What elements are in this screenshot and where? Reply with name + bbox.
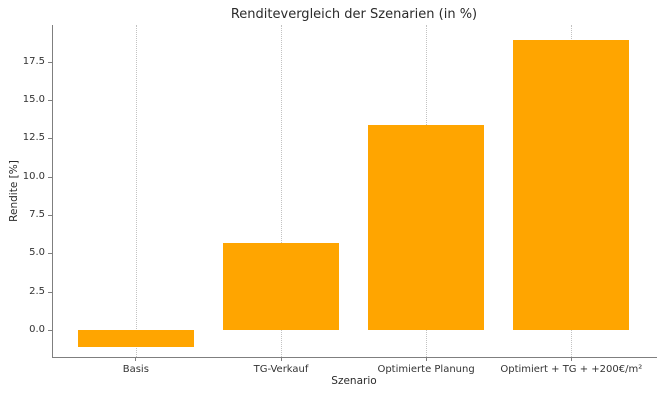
- x-gridline: [135, 25, 137, 357]
- y-tick-label: 17.5: [22, 55, 45, 67]
- y-tick-label: 0.0: [29, 324, 45, 335]
- bar: [513, 40, 630, 330]
- bar: [77, 330, 194, 347]
- y-tick-mark: [48, 138, 52, 140]
- x-tick-mark: [425, 357, 427, 361]
- y-tick-label: 15.0: [22, 94, 45, 106]
- y-tick-label: 12.5: [22, 132, 45, 144]
- x-tick-label: Optimiert + TG + +200€/m²: [500, 364, 643, 375]
- y-tick-mark: [48, 215, 52, 217]
- y-tick-mark: [48, 176, 52, 178]
- y-tick-mark: [48, 100, 52, 102]
- x-gridline: [281, 25, 282, 357]
- x-axis-label: Szenario: [331, 375, 377, 387]
- x-tick-label: Optimierte Planung: [377, 364, 475, 375]
- y-tick-mark: [48, 253, 52, 255]
- y-tick-label: 2.5: [29, 285, 45, 297]
- y-tick-mark: [48, 61, 52, 63]
- x-tick-label: TG-Verkauf: [253, 364, 309, 375]
- x-tick-mark: [570, 357, 572, 361]
- y-tick-label: 5.0: [29, 247, 45, 259]
- y-axis-label: Rendite [%]: [8, 160, 20, 222]
- y-tick-mark: [48, 291, 52, 293]
- y-tick-label: 10.0: [22, 170, 45, 182]
- chart-title: Renditevergleich der Szenarien (in %): [230, 7, 478, 22]
- x-tick-label: Basis: [122, 364, 149, 375]
- y-tick-label: 7.5: [29, 209, 45, 221]
- x-tick-mark: [280, 357, 282, 361]
- bar: [222, 242, 340, 331]
- y-tick-mark: [48, 330, 52, 331]
- plot-area: 0.0 2.5 5.0 7.5 10.0 12.5 15.0 17.5 Basis TG-Verk…: [23, 25, 657, 375]
- bar: [368, 124, 485, 330]
- x-tick-mark: [135, 357, 137, 361]
